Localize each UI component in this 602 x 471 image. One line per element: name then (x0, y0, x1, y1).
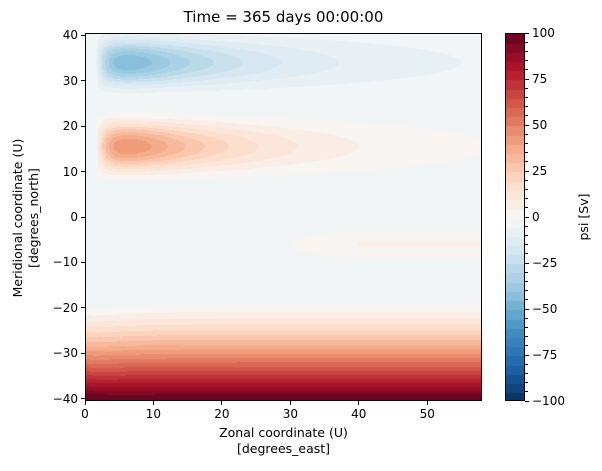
colorbar-minor-tick (525, 280, 528, 282)
x-tick (358, 401, 360, 405)
colorbar-major-tick (525, 354, 529, 356)
colorbar-tick-label: −100 (532, 394, 565, 408)
x-tick-label: 10 (145, 407, 162, 421)
y-tick (81, 352, 85, 354)
colorbar-minor-tick (525, 115, 528, 117)
colorbar-major-tick (525, 78, 529, 80)
x-tick-label: 50 (419, 407, 435, 421)
y-tick-label: 10 (62, 164, 78, 179)
colorbar-minor-tick (525, 244, 528, 246)
colorbar-label: psi [Sv] (576, 193, 591, 241)
y-tick (81, 125, 85, 127)
colorbar-minor-tick (525, 60, 528, 62)
y-tick-label: 20 (62, 119, 78, 134)
x-tick-label: 40 (351, 407, 367, 421)
colorbar-tick-label: −25 (532, 256, 558, 270)
x-tick (426, 401, 428, 405)
colorbar-minor-tick (525, 372, 528, 374)
colorbar-minor-tick (525, 96, 528, 98)
colorbar-minor-tick (525, 188, 528, 190)
colorbar-minor-tick (525, 106, 528, 108)
colorbar-minor-tick (525, 382, 528, 384)
colorbar-minor-tick (525, 234, 528, 236)
x-tick (152, 401, 154, 405)
x-tick-label: 30 (282, 407, 298, 421)
y-tick-label: −30 (52, 346, 78, 361)
y-tick (81, 34, 85, 36)
colorbar-minor-tick (525, 198, 528, 200)
colorbar-minor-tick (525, 133, 528, 135)
y-tick (81, 216, 85, 218)
colorbar-major-tick (525, 170, 529, 172)
colorbar-major-tick (525, 262, 529, 264)
colorbar-minor-tick (525, 225, 528, 227)
colorbar-minor-tick (525, 317, 528, 319)
contour-plot-canvas (85, 33, 482, 401)
y-tick (81, 80, 85, 82)
colorbar-minor-tick (525, 161, 528, 163)
colorbar-minor-tick (525, 69, 528, 71)
colorbar-minor-tick (525, 345, 528, 347)
colorbar-minor-tick (525, 253, 528, 255)
colorbar-minor-tick (525, 87, 528, 89)
colorbar-minor-tick (525, 271, 528, 273)
x-axis-label: Zonal coordinate (U) [degrees_east] (219, 425, 348, 456)
colorbar-minor-tick (525, 290, 528, 292)
colorbar-tick-label: 100 (532, 26, 555, 40)
y-tick-label: −10 (52, 255, 78, 270)
colorbar-major-tick (525, 216, 529, 218)
colorbar-minor-tick (525, 391, 528, 393)
y-tick (81, 261, 85, 263)
plot-title: Time = 365 days 00:00:00 (183, 8, 384, 26)
colorbar-canvas (505, 33, 525, 401)
colorbar-minor-tick (525, 207, 528, 209)
colorbar-minor-tick (525, 363, 528, 365)
x-tick (289, 401, 291, 405)
y-tick-label: 30 (62, 73, 78, 88)
colorbar-minor-tick (525, 50, 528, 52)
y-tick-label: −20 (52, 300, 78, 315)
colorbar-tick-label: 75 (532, 72, 548, 86)
colorbar-minor-tick (525, 336, 528, 338)
colorbar-tick-label: −75 (532, 348, 558, 362)
colorbar-minor-tick (525, 179, 528, 181)
x-tick-label: 20 (214, 407, 230, 421)
colorbar-tick-label: −50 (532, 302, 558, 316)
colorbar-minor-tick (525, 142, 528, 144)
colorbar-tick-label: 50 (532, 118, 548, 132)
colorbar-major-tick (525, 308, 529, 310)
y-tick-label: −40 (52, 391, 78, 406)
colorbar-minor-tick (525, 299, 528, 301)
colorbar-major-tick (525, 124, 529, 126)
y-tick-label: 0 (70, 210, 78, 224)
colorbar-major-tick (525, 32, 529, 34)
y-tick (81, 171, 85, 173)
x-tick-label: 0 (81, 407, 89, 421)
colorbar-minor-tick (525, 41, 528, 43)
y-tick-label: 40 (62, 28, 78, 43)
colorbar-tick-label: 0 (532, 210, 540, 224)
y-tick (81, 398, 85, 400)
colorbar-minor-tick (525, 152, 528, 154)
colorbar-minor-tick (525, 326, 528, 328)
colorbar-tick-label: 25 (532, 164, 548, 178)
x-tick (84, 401, 86, 405)
x-tick (221, 401, 223, 405)
y-tick (81, 307, 85, 309)
colorbar-major-tick (525, 400, 529, 402)
